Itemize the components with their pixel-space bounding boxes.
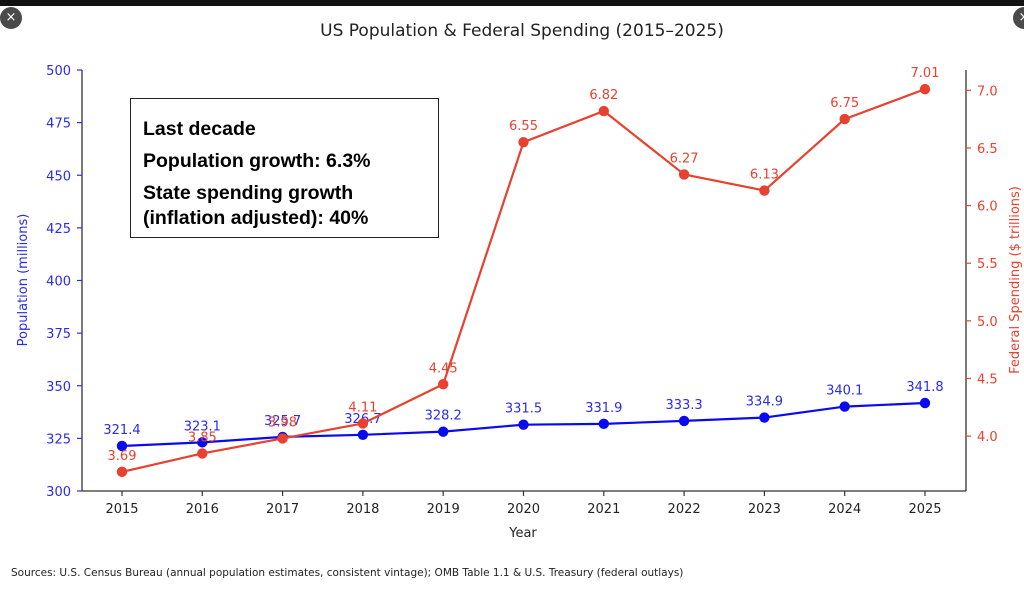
spending-point xyxy=(919,83,931,95)
right-tick-label: 6.5 xyxy=(977,142,998,157)
left-tick-label: 400 xyxy=(46,275,71,290)
spending-data-label: 6.55 xyxy=(509,119,538,134)
x-tick-label: 2023 xyxy=(748,502,781,517)
spending-data-label: 7.01 xyxy=(911,66,940,81)
annotation-box: Last decade Population growth: 6.3% Stat… xyxy=(130,98,439,238)
spending-data-label: 6.13 xyxy=(750,168,779,183)
left-tick-label: 350 xyxy=(46,380,71,395)
left-tick-label: 475 xyxy=(46,117,71,132)
population-point xyxy=(678,415,690,427)
spending-point xyxy=(518,136,529,148)
population-data-label: 323.1 xyxy=(184,419,221,434)
annotation-spending-growth: State spending growth xyxy=(143,182,354,204)
annotation-spending-growth-detail: (inflation adjusted): 40% xyxy=(143,207,369,229)
population-data-label: 340.1 xyxy=(826,384,863,399)
x-tick-label: 2015 xyxy=(105,502,138,517)
annotation-heading: Last decade xyxy=(143,118,256,140)
spending-point xyxy=(357,418,369,429)
spending-data-label: 6.27 xyxy=(670,151,699,166)
population-data-label: 334.9 xyxy=(746,395,783,410)
population-data-label: 341.8 xyxy=(906,380,943,395)
x-tick-label: 2018 xyxy=(346,502,379,517)
population-series: 321.4323.1325.7326.7328.2331.5331.9333.3… xyxy=(103,380,944,452)
spending-data-label: 4.11 xyxy=(348,400,377,415)
source-note: Sources: U.S. Census Bureau (annual popu… xyxy=(11,567,683,579)
left-tick-label: 425 xyxy=(46,222,71,237)
spending-data-label: 3.85 xyxy=(188,430,217,445)
population-point xyxy=(197,437,208,448)
right-tick-label: 4.0 xyxy=(977,430,998,445)
population-data-label: 333.3 xyxy=(665,398,702,413)
right-tick-label: 4.5 xyxy=(977,372,998,387)
left-tick-label: 450 xyxy=(46,169,71,184)
population-data-label: 325.7 xyxy=(264,414,301,429)
x-tick-label: 2020 xyxy=(507,502,540,517)
left-tick-label: 375 xyxy=(46,327,71,342)
spending-point xyxy=(759,185,770,196)
annotation-population-growth: Population growth: 6.3% xyxy=(143,150,371,172)
spending-data-label: 4.45 xyxy=(429,361,458,376)
x-tick-label: 2025 xyxy=(908,502,941,517)
spending-point xyxy=(277,433,288,444)
spending-point xyxy=(839,113,850,125)
x-tick-label: 2016 xyxy=(186,502,219,517)
population-point xyxy=(759,412,770,423)
population-data-label: 331.5 xyxy=(505,402,542,417)
close-icon[interactable]: × xyxy=(1013,7,1024,29)
y2-axis-label: Federal Spending ($ trillions) xyxy=(1008,186,1023,374)
spending-point xyxy=(678,169,690,180)
spending-series: 3.69 3.85 3.98 4.11 4.45 6.55 6.82 6.27 6.13 6.75… xyxy=(108,66,940,478)
x-axis-label: Year xyxy=(508,526,537,541)
left-y-ticks: 300 325 350 375 400 425 450 475 500 xyxy=(46,64,82,500)
right-y-ticks: 4.0 4.5 5.0 5.5 6.0 6.5 7.0 xyxy=(966,84,998,445)
population-point xyxy=(438,426,449,437)
spending-point xyxy=(197,448,208,459)
spending-data-label: 6.75 xyxy=(830,96,859,111)
spending-point xyxy=(438,379,449,390)
population-point xyxy=(357,429,369,440)
x-tick-label: 2022 xyxy=(668,502,701,517)
spending-point xyxy=(116,466,128,478)
left-tick-label: 300 xyxy=(46,485,71,500)
chart-title: US Population & Federal Spending (2015–2… xyxy=(320,21,724,41)
population-data-label: 331.9 xyxy=(585,401,622,416)
population-data-label: 328.2 xyxy=(425,409,462,424)
left-tick-label: 500 xyxy=(46,64,71,79)
x-tick-label: 2017 xyxy=(266,502,299,517)
spending-data-label: 3.98 xyxy=(268,415,297,430)
x-tick-label: 2021 xyxy=(587,502,620,517)
right-tick-label: 7.0 xyxy=(977,84,998,99)
right-tick-label: 5.0 xyxy=(977,315,998,330)
population-point xyxy=(116,440,128,452)
spending-point xyxy=(598,105,609,117)
spending-data-label: 6.82 xyxy=(589,88,618,103)
population-point xyxy=(518,419,529,430)
right-tick-label: 6.0 xyxy=(977,200,998,215)
window-top-bar xyxy=(0,0,1024,6)
left-tick-label: 325 xyxy=(46,432,71,447)
x-ticks: 2015 2016 2017 2018 2019 2020 2021 2022 2023 2024… xyxy=(105,491,942,517)
population-point xyxy=(839,401,850,412)
close-icon[interactable]: × xyxy=(0,7,22,29)
population-point xyxy=(598,418,609,430)
population-point xyxy=(919,397,931,409)
x-tick-label: 2024 xyxy=(828,502,861,517)
population-data-label: 321.4 xyxy=(103,423,140,438)
right-tick-label: 5.5 xyxy=(977,257,998,272)
spending-data-label: 3.69 xyxy=(108,449,137,464)
x-tick-label: 2019 xyxy=(427,502,460,517)
y-axis-label: Population (millions) xyxy=(16,214,31,347)
